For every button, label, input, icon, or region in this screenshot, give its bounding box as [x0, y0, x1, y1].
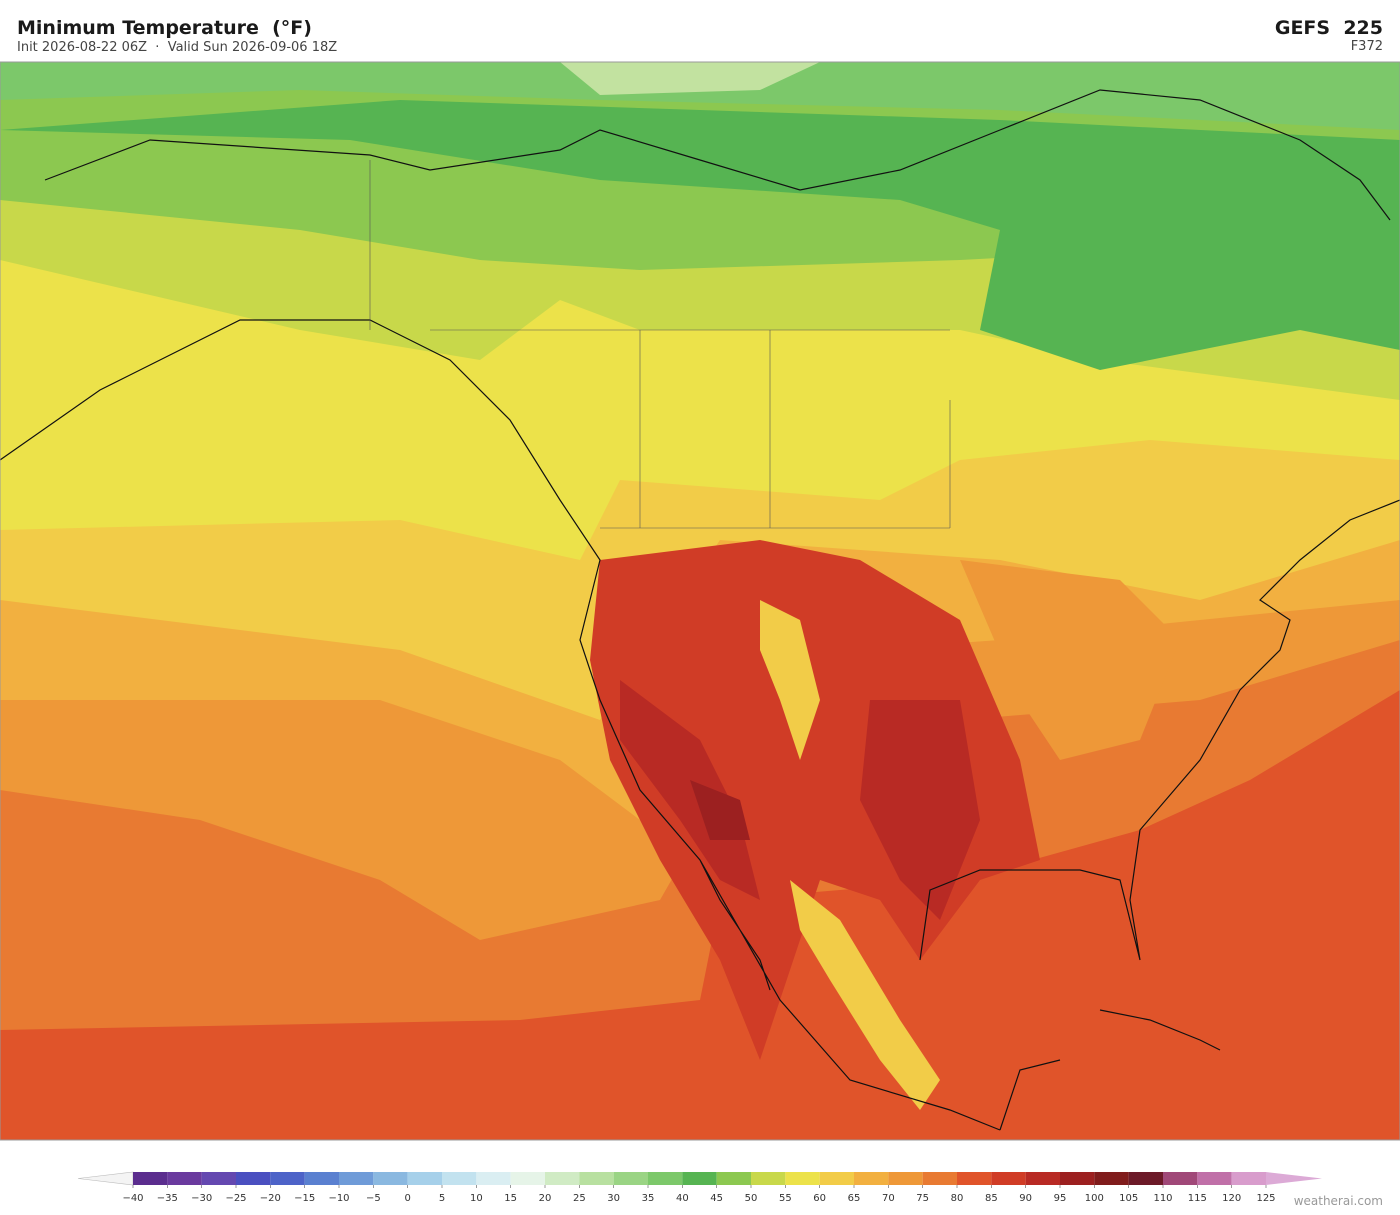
color-swatch	[1197, 1172, 1232, 1185]
tick-label: 30	[607, 1193, 620, 1204]
model-label: GEFS 225	[1275, 17, 1383, 39]
color-swatch	[407, 1172, 442, 1185]
tick-label: −25	[225, 1193, 246, 1204]
tick-label: 70	[882, 1193, 895, 1204]
color-swatch	[579, 1172, 614, 1185]
color-swatch	[1060, 1172, 1095, 1185]
color-swatch	[1128, 1172, 1163, 1185]
tick-label: −10	[328, 1193, 349, 1204]
tick-label: 55	[779, 1193, 792, 1204]
color-swatch	[304, 1172, 339, 1185]
tick-label: 90	[1019, 1193, 1032, 1204]
color-swatch	[236, 1172, 271, 1185]
color-swatch	[476, 1172, 511, 1185]
map	[0, 62, 1400, 1140]
tick-label: 110	[1153, 1193, 1172, 1204]
color-swatch	[682, 1172, 717, 1185]
color-swatch	[1094, 1172, 1129, 1185]
tick-label: 75	[916, 1193, 929, 1204]
tick-label: 115	[1188, 1193, 1207, 1204]
tick-label: 35	[642, 1193, 655, 1204]
tick-label: 120	[1222, 1193, 1241, 1204]
color-swatch	[922, 1172, 957, 1185]
color-swatch	[888, 1172, 923, 1185]
tick-label: 60	[813, 1193, 826, 1204]
color-swatch	[716, 1172, 751, 1185]
tick-label: 10	[470, 1193, 483, 1204]
color-swatch	[201, 1172, 236, 1185]
tick-label: 5	[439, 1193, 445, 1204]
colorbar-over	[1266, 1172, 1322, 1185]
title: Minimum Temperature (°F)	[17, 17, 312, 39]
forecast-hour: F372	[1351, 39, 1383, 54]
tick-label: 40	[676, 1193, 689, 1204]
colorbar: −40 −35 −30 −25 −20 −15 −10 −5 0 5 10 15 20 25 30 35 40 4…	[77, 1171, 1322, 1204]
color-swatch	[751, 1172, 786, 1185]
colorbar-under	[77, 1171, 134, 1186]
color-swatch	[442, 1172, 477, 1185]
color-swatch	[510, 1172, 545, 1185]
color-swatch	[854, 1172, 889, 1185]
tick-label: 85	[985, 1193, 998, 1204]
map-frame	[0, 61, 1400, 1141]
color-swatch	[1163, 1172, 1198, 1185]
color-swatch	[339, 1172, 374, 1185]
color-swatch	[133, 1172, 168, 1185]
color-swatch	[991, 1172, 1026, 1185]
color-swatch	[545, 1172, 580, 1185]
tick-label: 25	[573, 1193, 586, 1204]
tick-label: 20	[539, 1193, 552, 1204]
color-swatch	[167, 1172, 202, 1185]
tick-label: 100	[1085, 1193, 1104, 1204]
color-swatch	[373, 1172, 408, 1185]
tick-label: −15	[294, 1193, 315, 1204]
color-swatch	[1025, 1172, 1060, 1185]
subtitle: Init 2026-08-22 06Z · Valid Sun 2026-09-…	[17, 40, 337, 55]
tick-label: −40	[122, 1193, 143, 1204]
color-swatch	[1231, 1172, 1266, 1185]
color-swatch	[270, 1172, 305, 1185]
tick-label: 65	[848, 1193, 861, 1204]
tick-label: 80	[951, 1193, 964, 1204]
color-swatch	[819, 1172, 854, 1185]
color-swatch	[613, 1172, 648, 1185]
tick-label: −35	[157, 1193, 178, 1204]
color-swatch	[957, 1172, 992, 1185]
color-swatch	[648, 1172, 683, 1185]
tick-label: 45	[710, 1193, 723, 1204]
tick-label: 15	[504, 1193, 517, 1204]
tick-label: 125	[1256, 1193, 1275, 1204]
tick-label: 50	[745, 1193, 758, 1204]
tick-label: −20	[260, 1193, 281, 1204]
tick-label: −5	[366, 1193, 381, 1204]
tick-label: 105	[1119, 1193, 1138, 1204]
color-swatch	[785, 1172, 820, 1185]
watermark: weatherai.com	[1294, 1194, 1383, 1208]
tick-label: 95	[1054, 1193, 1067, 1204]
tick-label: 0	[404, 1193, 410, 1204]
tick-label: −30	[191, 1193, 212, 1204]
